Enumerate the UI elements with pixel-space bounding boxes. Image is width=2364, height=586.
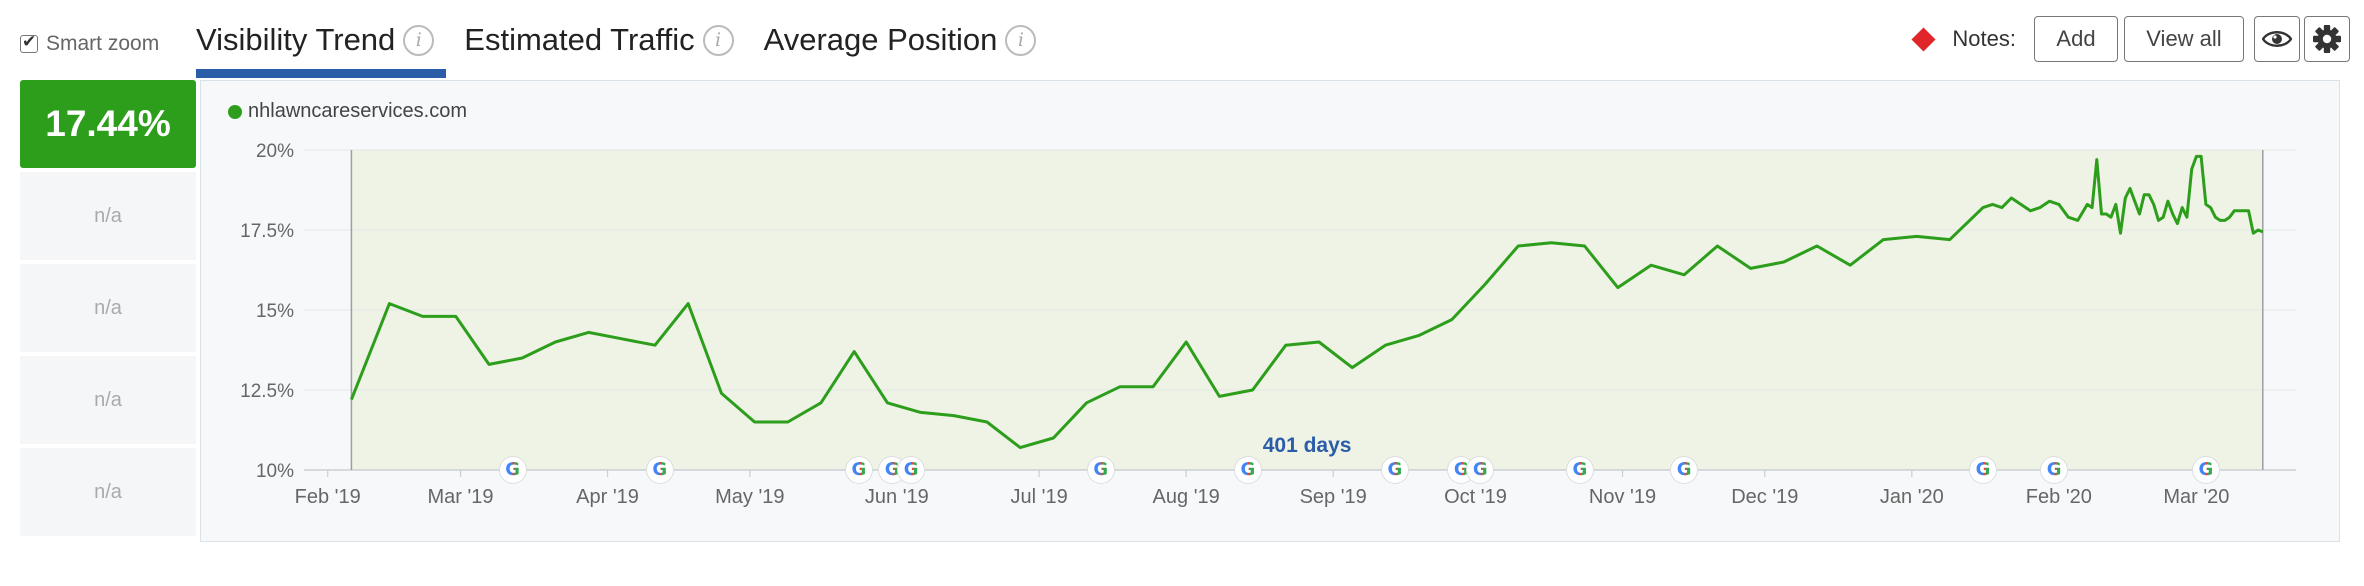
smart-zoom-checkbox[interactable] bbox=[20, 32, 38, 53]
google-g-icon[interactable]: G bbox=[2192, 457, 2219, 483]
stat-na-3: n/a bbox=[20, 356, 196, 444]
tab-label: Visibility Trend bbox=[196, 22, 396, 57]
tab-label: Estimated Traffic bbox=[464, 22, 695, 57]
gear-icon bbox=[2313, 25, 2341, 53]
x-tick-label: Mar '19 bbox=[427, 486, 493, 508]
google-g-icon[interactable]: G bbox=[1381, 457, 1408, 483]
x-tick-label: May '19 bbox=[715, 486, 784, 508]
x-tick-label: Feb '20 bbox=[2026, 486, 2092, 508]
x-tick-label: Apr '19 bbox=[576, 486, 639, 508]
chart-tabs: Visibility Trend i Estimated Traffic i A… bbox=[196, 0, 1066, 80]
tab-visibility-trend[interactable]: Visibility Trend i bbox=[196, 0, 447, 80]
x-tick-label: Sep '19 bbox=[1300, 486, 1367, 508]
info-icon[interactable]: i bbox=[403, 24, 435, 56]
google-g-icon[interactable]: G bbox=[2041, 457, 2068, 483]
range-duration-label: 401 days bbox=[1263, 434, 1352, 457]
settings-button[interactable] bbox=[2304, 16, 2350, 62]
visibility-toggle-button[interactable] bbox=[2254, 16, 2300, 62]
smart-zoom-toggle[interactable]: Smart zoom bbox=[20, 32, 159, 56]
tab-estimated-traffic[interactable]: Estimated Traffic i bbox=[464, 0, 734, 80]
x-tick-label: Mar '20 bbox=[2163, 486, 2229, 508]
x-tick-label: Jul '19 bbox=[1011, 486, 1068, 508]
x-tick-label: Aug '19 bbox=[1153, 486, 1220, 508]
notes-label: Notes: bbox=[1952, 26, 2016, 51]
chart-legend[interactable]: nhlawncareservices.com bbox=[228, 100, 467, 123]
y-tick-label: 12.5% bbox=[240, 381, 294, 402]
google-g-icon[interactable]: G bbox=[1566, 457, 1593, 483]
stat-na-2: n/a bbox=[20, 264, 196, 352]
tab-average-position[interactable]: Average Position i bbox=[764, 0, 1037, 80]
google-g-icon[interactable]: G bbox=[499, 457, 526, 483]
smart-zoom-label: Smart zoom bbox=[46, 32, 160, 55]
google-g-icon[interactable]: G bbox=[1467, 457, 1494, 483]
google-g-icon[interactable]: G bbox=[1671, 457, 1698, 483]
google-g-icon[interactable]: G bbox=[845, 457, 872, 483]
y-tick-label: 17.5% bbox=[240, 221, 294, 242]
y-tick-label: 10% bbox=[256, 461, 294, 482]
google-g-icon[interactable]: G bbox=[898, 457, 925, 483]
series-line bbox=[350, 154, 2264, 450]
legend-marker bbox=[228, 104, 242, 119]
google-g-icon[interactable]: G bbox=[646, 457, 673, 483]
stat-na-1: n/a bbox=[20, 172, 196, 260]
x-tick-label: Jan '20 bbox=[1880, 486, 1944, 508]
tab-label: Average Position bbox=[763, 22, 998, 57]
eye-icon bbox=[2262, 31, 2292, 47]
x-tick-label: Dec '19 bbox=[1731, 486, 1798, 508]
google-g-icon[interactable]: G bbox=[1234, 457, 1261, 483]
stat-na-4: n/a bbox=[20, 448, 196, 536]
legend-series-name: nhlawncareservices.com bbox=[248, 100, 467, 122]
chart-header: Smart zoom Visibility Trend i Estimated … bbox=[0, 0, 2364, 80]
x-tick-label: Feb '19 bbox=[295, 486, 361, 508]
info-icon[interactable]: i bbox=[702, 24, 734, 56]
y-tick-label: 20% bbox=[256, 141, 294, 162]
google-g-icon[interactable]: G bbox=[1087, 457, 1114, 483]
x-tick-label: Oct '19 bbox=[1444, 486, 1507, 508]
add-note-button[interactable]: Add bbox=[2034, 16, 2118, 62]
notes-bar: Notes: Add View all bbox=[1911, 16, 2364, 62]
y-tick-label: 15% bbox=[256, 301, 294, 322]
google-g-icon[interactable]: G bbox=[1969, 457, 1996, 483]
x-tick-label: Nov '19 bbox=[1589, 486, 1656, 508]
visibility-value-badge: 17.44% bbox=[20, 80, 196, 168]
view-all-notes-button[interactable]: View all bbox=[2124, 16, 2244, 62]
info-icon[interactable]: i bbox=[1005, 24, 1037, 56]
x-tick-label: Jun '19 bbox=[865, 486, 929, 508]
